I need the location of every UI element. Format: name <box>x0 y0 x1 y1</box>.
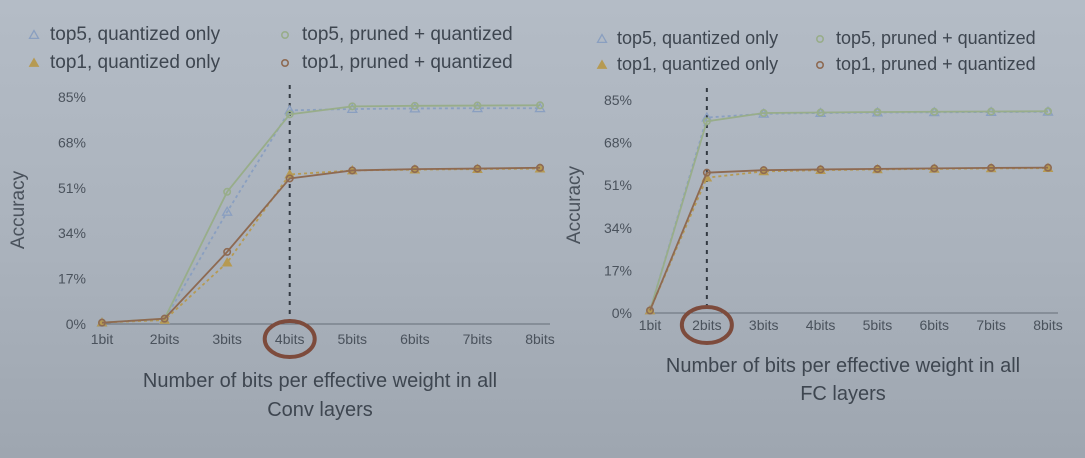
y-tick-label: 34% <box>58 225 86 241</box>
data-point <box>930 164 939 173</box>
y-tick-label: 68% <box>604 135 632 151</box>
legend-entry: top1, pruned + quantized <box>302 52 513 73</box>
y-tick-label: 85% <box>58 89 86 105</box>
legend-marker-icon <box>596 59 608 69</box>
legend-marker-icon <box>280 58 289 67</box>
x-tick-label: 5bits <box>337 331 367 347</box>
data-point <box>473 101 482 110</box>
data-point <box>410 165 419 174</box>
data-point <box>759 109 768 118</box>
data-point <box>223 247 232 256</box>
x-axis-label: Conv layers <box>267 399 373 421</box>
chart-2: top5, quantized only top5, pruned + quant… <box>564 28 1063 405</box>
highlight-circle <box>679 305 734 345</box>
data-point <box>535 163 544 172</box>
series-line <box>101 107 540 324</box>
y-axis-label: Accuracy <box>564 165 585 244</box>
data-point <box>410 101 419 110</box>
x-tick-label: 1bit <box>639 317 662 333</box>
legend-entry: top5, quantized only <box>617 28 778 48</box>
data-point <box>348 102 357 111</box>
series-line <box>649 110 1049 311</box>
data-point <box>645 306 654 315</box>
series-line <box>649 166 1049 311</box>
data-point <box>873 108 882 117</box>
data-point <box>987 107 996 116</box>
data-point <box>98 318 107 327</box>
y-tick-label: 85% <box>604 92 632 108</box>
data-point <box>535 101 544 110</box>
x-axis-label: Number of bits per effective weight in a… <box>143 370 497 392</box>
y-tick-label: 0% <box>66 316 86 332</box>
y-tick-label: 68% <box>58 134 86 150</box>
x-axis-label: Number of bits per effective weight in a… <box>666 355 1020 377</box>
series-line <box>649 167 1049 311</box>
x-tick-label: 7bits <box>463 331 493 347</box>
data-point <box>1044 163 1053 172</box>
data-point <box>759 166 768 175</box>
data-point <box>816 108 825 117</box>
legend-entry: top5, quantized only <box>50 24 221 45</box>
y-axis-label: Accuracy <box>8 170 29 249</box>
data-point <box>221 206 233 216</box>
data-point <box>160 314 169 323</box>
legend-entry: top5, pruned + quantized <box>836 28 1036 48</box>
x-tick-label: 3bits <box>212 331 242 347</box>
legend-marker-icon <box>28 57 40 67</box>
legend-marker-icon <box>815 34 824 43</box>
y-tick-label: 34% <box>604 220 632 236</box>
data-point <box>285 110 294 119</box>
series-line <box>101 167 541 324</box>
x-tick-label: 1bit <box>91 331 114 347</box>
y-tick-label: 17% <box>604 262 632 278</box>
series-line <box>101 166 541 324</box>
chart-1: top5, quantized only top5, pruned + quant… <box>8 24 555 421</box>
data-point <box>223 187 232 196</box>
data-point <box>930 107 939 116</box>
x-tick-label: 8bits <box>525 331 555 347</box>
x-tick-label: 4bits <box>806 317 836 333</box>
x-tick-label: 2bits <box>692 317 722 333</box>
legend-entry: top1, quantized only <box>617 54 778 74</box>
legend-marker-icon <box>815 60 824 69</box>
data-point <box>285 174 294 183</box>
legend-entry: top1, pruned + quantized <box>836 54 1036 74</box>
y-tick-label: 0% <box>612 305 632 321</box>
data-point <box>473 164 482 173</box>
data-point <box>987 163 996 172</box>
data-point <box>873 164 882 173</box>
x-axis-label: FC layers <box>800 383 886 405</box>
x-tick-label: 8bits <box>1033 317 1063 333</box>
legend-marker-icon <box>28 29 40 40</box>
data-point <box>702 168 711 177</box>
x-tick-label: 7bits <box>976 317 1006 333</box>
legend-entry: top5, pruned + quantized <box>302 24 513 45</box>
legend-marker-icon <box>280 30 289 39</box>
x-tick-label: 2bits <box>150 331 180 347</box>
data-point <box>348 166 357 175</box>
x-tick-label: 6bits <box>919 317 949 333</box>
y-tick-label: 51% <box>604 177 632 193</box>
x-tick-label: 6bits <box>400 331 430 347</box>
data-point <box>702 117 711 126</box>
x-tick-label: 3bits <box>749 317 779 333</box>
data-point <box>221 257 233 267</box>
legend-marker-icon <box>596 33 608 44</box>
y-tick-label: 17% <box>58 271 86 287</box>
x-tick-label: 4bits <box>275 331 305 347</box>
series-line <box>649 110 1049 311</box>
y-tick-label: 51% <box>58 180 86 196</box>
highlight-circle <box>262 319 317 359</box>
x-tick-label: 5bits <box>863 317 893 333</box>
data-point <box>816 165 825 174</box>
series-line <box>101 104 541 324</box>
legend-entry: top1, quantized only <box>50 52 221 73</box>
data-point <box>1044 107 1053 116</box>
